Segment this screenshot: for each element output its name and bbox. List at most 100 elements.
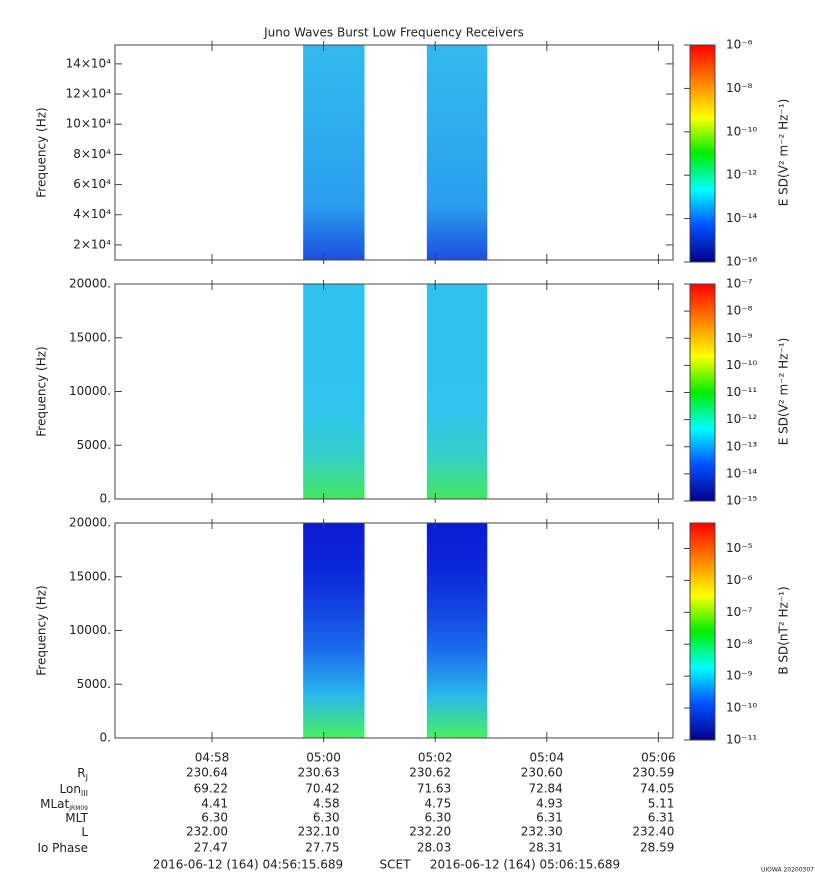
plot-frame	[114, 283, 674, 500]
ephemeris-value: 28.31	[528, 841, 562, 855]
y-tick-label: 20000.	[69, 516, 111, 530]
ephemeris-value: 27.47	[194, 841, 228, 855]
colorbar	[689, 283, 716, 502]
colorbar-tick-label: 10⁻⁹	[726, 669, 753, 683]
colorbar-label: B SD(nT² Hz⁻¹)	[777, 586, 791, 674]
ephemeris-value: 232.30	[521, 825, 563, 839]
ephemeris-label-sub: J	[85, 773, 88, 782]
colorbar-tick-label: 10⁻⁸	[726, 81, 753, 95]
y-tick-label: 4×10⁴	[73, 207, 111, 221]
ephemeris-value: 6.30	[424, 811, 451, 825]
ephemeris-value: 232.20	[409, 825, 451, 839]
ephemeris-label-sub: JRM09	[68, 805, 88, 812]
ephemeris-value: 28.59	[640, 841, 674, 855]
ephemeris-value: 230.64	[186, 766, 228, 780]
plot-frame	[114, 44, 674, 261]
colorbar-tick-label: 10⁻¹⁴	[726, 211, 757, 225]
colorbar-tick-label: 10⁻¹⁰	[726, 701, 757, 715]
ephemeris-value: 72.84	[528, 782, 562, 796]
ephemeris-label-main: R	[77, 766, 85, 780]
x-tick-label: 04:58	[195, 751, 230, 765]
ephemeris-value: 4.41	[201, 797, 228, 811]
ephemeris-label-main: L	[81, 825, 88, 839]
y-tick-label: 5000.	[77, 677, 111, 691]
footer: UIOWA 20200307	[761, 867, 814, 874]
ephemeris-value: 5.11	[648, 797, 675, 811]
ephemeris-value: 4.58	[313, 797, 340, 811]
y-tick-label: 6×10⁴	[73, 177, 111, 191]
time-start: 2016-06-12 (164) 04:56:15.689	[153, 858, 343, 872]
y-axis-label: Frequency (Hz)	[35, 107, 49, 198]
colorbar-tick-label: 10⁻⁵	[726, 541, 753, 555]
ephemeris-value: 4.93	[536, 797, 563, 811]
ephemeris-value: 232.00	[186, 825, 228, 839]
y-tick-label: 12×10⁴	[66, 87, 112, 101]
y-tick-label: 0.	[100, 731, 111, 745]
colorbar-tick-label: 10⁻¹¹	[726, 385, 757, 399]
y-tick-label: 10×10⁴	[66, 117, 112, 131]
ephemeris-value: 232.10	[298, 825, 340, 839]
ephemeris-label-main: Io Phase	[37, 841, 88, 855]
colorbar-label: E SD(V² m⁻² Hz⁻¹)	[777, 99, 791, 207]
ephemeris-label-main: MLT	[65, 811, 88, 825]
x-tick-label: 05:00	[306, 751, 341, 765]
ephemeris-value: 74.05	[640, 782, 674, 796]
y-tick-label: 2×10⁴	[73, 237, 111, 251]
colorbar-tick-label: 10⁻⁷	[726, 277, 753, 291]
y-tick-label: 0.	[100, 492, 111, 506]
ephemeris-value: 230.62	[409, 766, 451, 780]
ephemeris-value: 230.63	[298, 766, 340, 780]
colorbar-tick-label: 10⁻¹⁰	[726, 124, 757, 138]
ephemeris-label-main: Lon	[60, 782, 81, 796]
y-tick-label: 15000.	[69, 569, 111, 583]
burst	[426, 523, 488, 738]
x-tick-label: 05:02	[418, 751, 453, 765]
y-tick-label: 8×10⁴	[73, 147, 111, 161]
ephemeris-label-main: MLat	[40, 797, 69, 811]
chart-title: Juno Waves Burst Low Frequency Receivers	[263, 26, 524, 40]
colorbar-tick-label: 10⁻⁶	[726, 38, 753, 52]
y-tick-label: 10000.	[69, 384, 111, 398]
y-axis-label: Frequency (Hz)	[35, 346, 49, 437]
ephemeris-value: 27.75	[305, 841, 339, 855]
ephemeris-value: 6.31	[536, 811, 563, 825]
colorbar-tick-label: 10⁻⁷	[726, 605, 753, 619]
ephemeris-value: 230.60	[521, 766, 563, 780]
burst	[426, 45, 488, 260]
ephemeris-value: 70.42	[305, 782, 339, 796]
colorbar-tick-label: 10⁻¹²	[726, 412, 757, 426]
ephemeris-label: MLT	[65, 811, 88, 825]
colorbar-tick-label: 10⁻⁸	[726, 304, 753, 318]
ephemeris-value: 232.40	[632, 825, 674, 839]
colorbar-tick-label: 10⁻⁶	[726, 573, 753, 587]
ephemeris-value: 71.63	[417, 782, 451, 796]
ephemeris-value: 28.03	[417, 841, 451, 855]
colorbar-tick-label: 10⁻¹⁴	[726, 466, 757, 480]
colorbar-tick-label: 10⁻¹¹	[726, 733, 757, 747]
y-tick-label: 20000.	[69, 277, 111, 291]
time-end: 2016-06-12 (164) 05:06:15.689	[430, 858, 620, 872]
colorbar	[689, 44, 716, 263]
ephemeris-value: 230.59	[632, 766, 674, 780]
colorbar-tick-label: 10⁻¹⁵	[726, 494, 757, 508]
ephemeris-value: 6.30	[313, 811, 340, 825]
ephemeris-label: RJ	[77, 766, 88, 782]
ephemeris-value: 69.22	[194, 782, 228, 796]
burst	[303, 523, 365, 738]
burst	[426, 284, 488, 499]
plot-frame	[114, 522, 674, 739]
ephemeris-label-sub: III	[81, 789, 88, 798]
y-axis-label: Frequency (Hz)	[35, 585, 49, 676]
x-tick-label: 05:06	[641, 751, 676, 765]
ephemeris-label: Io Phase	[37, 841, 88, 855]
colorbar-tick-label: 10⁻¹⁰	[726, 358, 757, 372]
ephemeris-label: LonIII	[60, 782, 89, 798]
colorbar	[689, 522, 716, 741]
ephemeris-value: 6.30	[201, 811, 228, 825]
burst	[303, 45, 365, 260]
y-tick-label: 5000.	[77, 438, 111, 452]
colorbar-tick-label: 10⁻¹²	[726, 168, 757, 182]
x-tick-label: 05:04	[530, 751, 565, 765]
ephemeris-label: MLatJRM09	[40, 797, 88, 812]
